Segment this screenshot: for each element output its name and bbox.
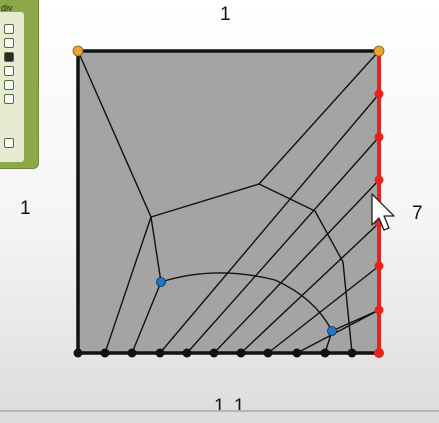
bottom-edge-vertex[interactable] xyxy=(347,348,357,358)
right-edge-count: 7 xyxy=(412,203,423,224)
corner-vertex-bottom-right[interactable] xyxy=(374,348,384,358)
corner-vertex-top-left[interactable] xyxy=(72,45,84,57)
bottom-divider xyxy=(0,410,439,412)
checkbox-6[interactable] xyxy=(4,94,14,104)
mesh-edge xyxy=(159,93,380,354)
bottom-edge-vertex[interactable] xyxy=(263,348,273,358)
mesh-edge xyxy=(213,179,380,354)
right-edge-vertex[interactable] xyxy=(374,89,384,99)
interior-vertex[interactable] xyxy=(156,277,166,287)
checkbox-list xyxy=(0,12,24,162)
cursor-arrow-icon xyxy=(371,193,395,231)
left-edge-count: 1 xyxy=(20,198,31,219)
checkbox-1[interactable] xyxy=(4,24,14,34)
mesh-edge xyxy=(267,265,380,354)
bottom-edge-vertices[interactable] xyxy=(73,348,357,358)
checkbox-3[interactable] xyxy=(4,52,14,62)
interior-vertex[interactable] xyxy=(327,326,337,336)
bottom-edge-vertex[interactable] xyxy=(320,348,330,358)
top-edge-count: 1 xyxy=(220,4,231,25)
bottom-edge-vertex[interactable] xyxy=(100,348,110,358)
right-edge-vertex[interactable] xyxy=(374,175,384,185)
checkbox-2[interactable] xyxy=(4,38,14,48)
interior-vertices[interactable] xyxy=(156,277,337,336)
bottom-edge-vertex[interactable] xyxy=(73,348,83,358)
mesh-edge xyxy=(240,222,380,354)
bottom-edge-vertex[interactable] xyxy=(292,348,302,358)
mesh-edge xyxy=(160,272,333,332)
mesh-edges xyxy=(77,50,380,354)
corner-vertex-top-right[interactable] xyxy=(373,45,385,57)
mesh-edge xyxy=(104,216,152,354)
mesh-edge xyxy=(131,281,162,354)
right-edge-vertex[interactable] xyxy=(374,305,384,315)
mesh-edge xyxy=(258,183,353,354)
bottom-edge-vertex[interactable] xyxy=(127,348,137,358)
mesh-edge xyxy=(296,309,380,354)
right-edge-vertex[interactable] xyxy=(374,132,384,142)
bottom-edge-vertex[interactable] xyxy=(155,348,165,358)
bottom-edge-vertex[interactable] xyxy=(209,348,219,358)
mesh-edge xyxy=(186,136,380,354)
bottom-edge-vertex[interactable] xyxy=(182,348,192,358)
checkbox-7[interactable] xyxy=(4,138,14,148)
right-edge-vertex[interactable] xyxy=(374,261,384,271)
checkbox-5[interactable] xyxy=(4,80,14,90)
panel-label: div xyxy=(1,3,13,13)
mesh-face[interactable] xyxy=(78,51,379,353)
options-panel: div xyxy=(0,0,39,169)
checkbox-4[interactable] xyxy=(4,66,14,76)
corner-vertices[interactable] xyxy=(72,45,385,57)
bottom-edge-vertex[interactable] xyxy=(236,348,246,358)
